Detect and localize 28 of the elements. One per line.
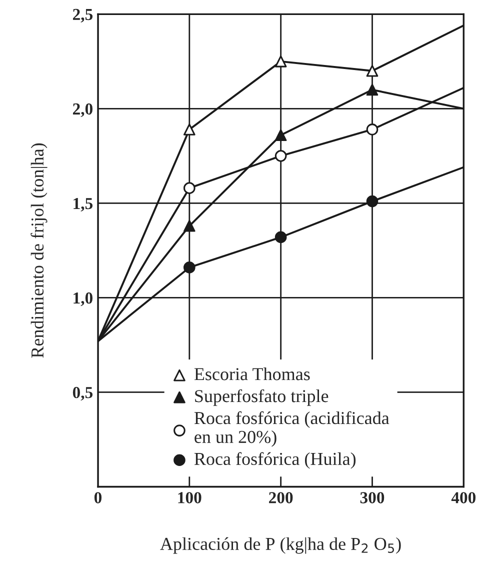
point [366,64,378,77]
x-tick-label: 200 [269,492,293,504]
x-tick-label: 100 [178,492,202,504]
point [274,150,287,162]
point [274,55,287,68]
y-tick-label: 1,0 [74,292,92,306]
y-tick-label: 1,5 [74,198,93,212]
legend-label: Roca fosfórica (Huila) [194,452,356,469]
x-tick-label: 400 [451,492,476,504]
y-tick-label: 2,0 [72,103,92,118]
point [366,195,378,208]
point [274,231,287,244]
point [183,182,196,194]
y-tick-label: 2,5 [72,8,93,23]
point [183,220,196,232]
x-axis-title: Aplicación de P (kg|ha de P$_{2}$ O$_{5}$) [160,537,401,554]
y-tick-label: 0,5 [72,386,93,401]
y-axis-title: Rendimiento de frijol (ton|ha) [30,143,48,358]
x-tick-label: 300 [360,492,384,504]
point [183,124,196,136]
point [274,129,287,142]
legend-label: Escoria Thomas [194,368,310,380]
x-tick-label: 0 [94,492,102,504]
point [366,84,378,96]
legend-label: Superfosfato triple [195,389,328,406]
point [366,124,378,136]
point [183,262,196,274]
legend-label: Roca fosfórica (acidificada en un 20%) [194,411,390,447]
